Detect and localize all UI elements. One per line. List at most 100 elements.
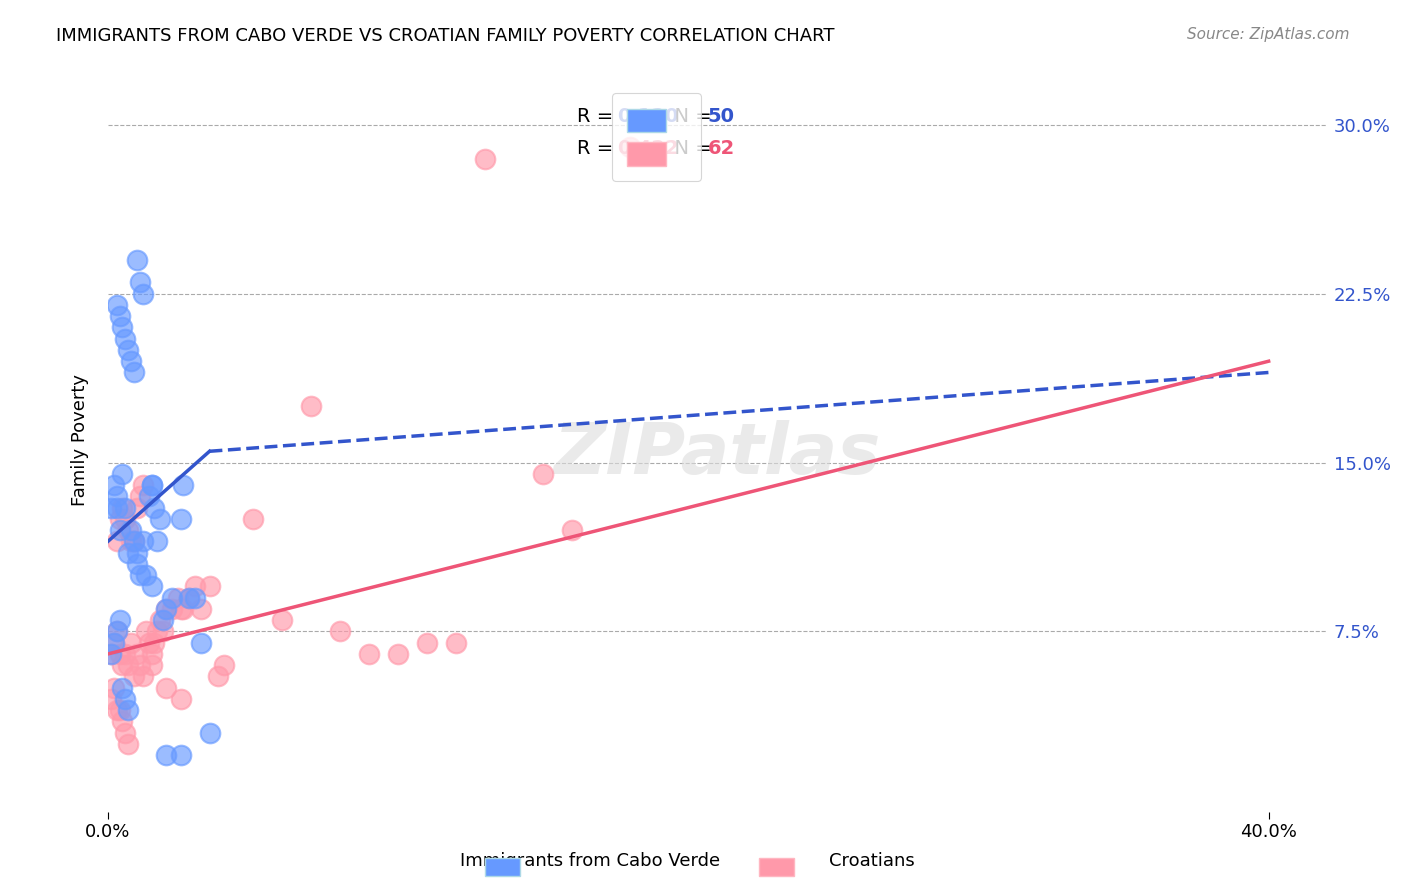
Point bbox=[111, 658, 134, 673]
Point bbox=[474, 152, 496, 166]
Point bbox=[108, 703, 131, 717]
Text: N =: N = bbox=[662, 107, 718, 127]
Point bbox=[198, 725, 221, 739]
Point bbox=[111, 714, 134, 729]
Point bbox=[122, 534, 145, 549]
Point bbox=[120, 635, 142, 649]
Point bbox=[125, 647, 148, 661]
Point bbox=[141, 579, 163, 593]
Text: R =: R = bbox=[578, 139, 620, 158]
Point bbox=[146, 624, 169, 639]
Point bbox=[149, 512, 172, 526]
Point bbox=[531, 467, 554, 481]
Point bbox=[169, 692, 191, 706]
Point bbox=[117, 343, 139, 357]
Point bbox=[135, 624, 157, 639]
Point bbox=[111, 500, 134, 515]
Point bbox=[122, 669, 145, 683]
Point bbox=[117, 658, 139, 673]
Point bbox=[108, 523, 131, 537]
Point bbox=[111, 320, 134, 334]
Text: 0.120: 0.120 bbox=[617, 107, 679, 127]
Point bbox=[141, 478, 163, 492]
Point bbox=[114, 512, 136, 526]
Point bbox=[100, 647, 122, 661]
Point bbox=[160, 591, 183, 605]
Point bbox=[138, 489, 160, 503]
Point bbox=[105, 624, 128, 639]
Point bbox=[122, 534, 145, 549]
Point bbox=[103, 681, 125, 695]
Point bbox=[100, 692, 122, 706]
Point bbox=[416, 635, 439, 649]
Point bbox=[198, 579, 221, 593]
Text: IMMIGRANTS FROM CABO VERDE VS CROATIAN FAMILY POVERTY CORRELATION CHART: IMMIGRANTS FROM CABO VERDE VS CROATIAN F… bbox=[56, 27, 835, 45]
Point bbox=[155, 602, 177, 616]
Point bbox=[359, 647, 381, 661]
Point bbox=[166, 591, 188, 605]
Point bbox=[100, 500, 122, 515]
Point bbox=[114, 725, 136, 739]
Point bbox=[129, 568, 152, 582]
Point bbox=[184, 579, 207, 593]
Point bbox=[114, 692, 136, 706]
Point bbox=[122, 366, 145, 380]
Point bbox=[129, 658, 152, 673]
Point bbox=[108, 613, 131, 627]
Point bbox=[114, 647, 136, 661]
Text: 50: 50 bbox=[707, 107, 734, 127]
Point bbox=[299, 399, 322, 413]
Point bbox=[179, 591, 201, 605]
Point bbox=[190, 635, 212, 649]
Point bbox=[105, 298, 128, 312]
Point bbox=[100, 647, 122, 661]
Point bbox=[143, 500, 166, 515]
Point bbox=[155, 748, 177, 763]
Point bbox=[141, 478, 163, 492]
Point bbox=[172, 478, 194, 492]
Point bbox=[120, 523, 142, 537]
Point bbox=[141, 647, 163, 661]
Point bbox=[135, 568, 157, 582]
Point bbox=[172, 602, 194, 616]
Point bbox=[149, 613, 172, 627]
Point bbox=[120, 354, 142, 368]
Point bbox=[114, 500, 136, 515]
Point bbox=[146, 534, 169, 549]
Point bbox=[329, 624, 352, 639]
Text: Croatians: Croatians bbox=[830, 852, 914, 870]
Point bbox=[160, 602, 183, 616]
Point bbox=[105, 534, 128, 549]
Point bbox=[105, 703, 128, 717]
Point bbox=[169, 602, 191, 616]
Text: Source: ZipAtlas.com: Source: ZipAtlas.com bbox=[1187, 27, 1350, 42]
Point bbox=[103, 635, 125, 649]
Point bbox=[190, 602, 212, 616]
Point bbox=[103, 635, 125, 649]
Point bbox=[152, 613, 174, 627]
Point bbox=[105, 500, 128, 515]
Point bbox=[129, 489, 152, 503]
Point bbox=[132, 669, 155, 683]
Point bbox=[125, 545, 148, 559]
Point bbox=[444, 635, 467, 649]
Point bbox=[132, 478, 155, 492]
Point bbox=[138, 635, 160, 649]
Point bbox=[117, 703, 139, 717]
Point bbox=[169, 748, 191, 763]
Point bbox=[207, 669, 229, 683]
Point bbox=[114, 332, 136, 346]
Point bbox=[387, 647, 409, 661]
Point bbox=[242, 512, 264, 526]
Point bbox=[108, 512, 131, 526]
Point bbox=[105, 489, 128, 503]
Y-axis label: Family Poverty: Family Poverty bbox=[72, 374, 89, 506]
Point bbox=[132, 286, 155, 301]
Point bbox=[129, 276, 152, 290]
Point bbox=[212, 658, 235, 673]
Text: R =: R = bbox=[578, 107, 620, 127]
Point bbox=[152, 624, 174, 639]
Point bbox=[184, 591, 207, 605]
Point bbox=[108, 647, 131, 661]
Legend: , : , bbox=[612, 93, 702, 181]
